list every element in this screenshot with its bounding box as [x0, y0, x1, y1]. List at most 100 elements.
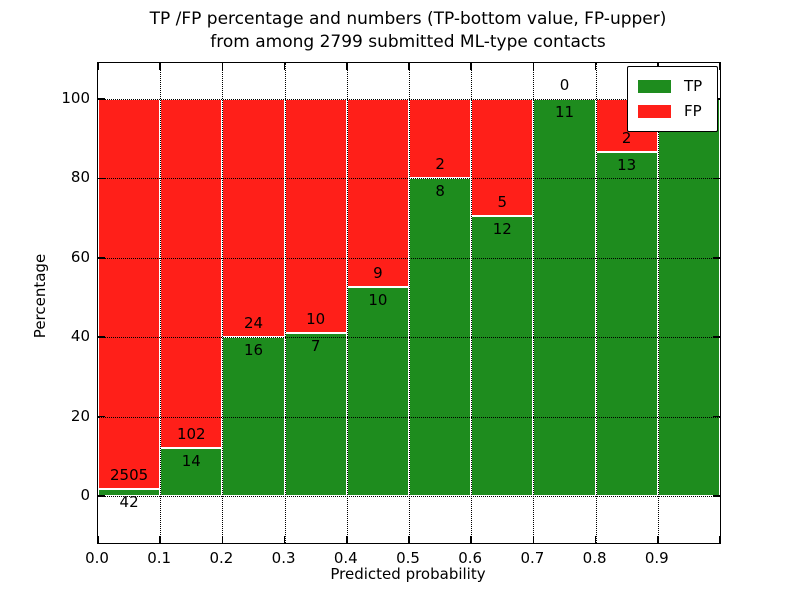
x-tick-label-0.9: 0.9: [644, 549, 669, 567]
y-axis-label: Percentage: [31, 253, 49, 339]
x-tick-top-10: [719, 63, 721, 70]
bar-label-fp-6: 5: [497, 192, 508, 211]
chart-title-line1: TP /FP percentage and numbers (TP-bottom…: [149, 9, 667, 29]
bar-label-tp-8: 13: [617, 155, 637, 174]
chart-title-line2: from among 2799 submitted ML-type contac…: [210, 32, 606, 52]
x-tick-top-5: [408, 63, 410, 70]
vgridline-7: [533, 63, 535, 543]
hgridline-40: [98, 337, 720, 339]
bar-segment-fp-4: [346, 99, 409, 288]
x-tick-label-0.4: 0.4: [333, 549, 358, 567]
bar-segment-tp-4: [346, 287, 409, 496]
legend-label-fp: FP: [684, 102, 702, 120]
bar-label-fp-8: 2: [621, 128, 632, 147]
x-tick-bottom-8: [594, 536, 597, 543]
x-tick-label-0.1: 0.1: [147, 549, 172, 567]
vgridline-9: [657, 63, 659, 543]
y-tick-label-100: 100: [61, 89, 90, 107]
bar-label-fp-1: 102: [176, 425, 206, 444]
plot-area: 2505421021424161079102851201121307: [97, 62, 721, 544]
y-tick-right-20: [713, 415, 720, 418]
y-tick-left-40: [98, 336, 105, 338]
y-tick-left-20: [98, 415, 105, 418]
hgridline-20: [98, 416, 720, 418]
x-tick-top-4: [346, 63, 348, 70]
vgridline-1: [160, 63, 162, 543]
bar-label-tp-5: 8: [435, 182, 445, 201]
bar-label-fp-0: 2505: [110, 466, 149, 485]
bar-label-tp-3: 7: [310, 336, 321, 355]
bar-segment-tp-3: [284, 332, 347, 496]
hgridline-100: [98, 99, 720, 100]
bar-label-fp-5: 2: [435, 155, 445, 174]
x-tick-label-0.6: 0.6: [458, 549, 483, 567]
bar-label-tp-6: 12: [492, 219, 512, 238]
x-axis-label: Predicted probability: [330, 565, 486, 583]
legend-row-tp: TP: [638, 74, 708, 99]
bar-label-tp-4: 10: [368, 291, 388, 310]
y-tick-label-0: 0: [80, 486, 90, 504]
x-tick-label-0.7: 0.7: [520, 549, 545, 567]
bar-segment-tp-7: [533, 99, 596, 496]
legend-swatch-tp: [638, 80, 671, 93]
legend-row-fp: FP: [638, 99, 708, 124]
y-tick-right-60: [713, 257, 720, 259]
x-tick-top-1: [159, 63, 161, 70]
hgridline-80: [98, 178, 720, 180]
bar-segment-tp-9: [657, 99, 720, 496]
vgridline-3: [284, 63, 286, 543]
y-tick-left-80: [98, 177, 105, 180]
y-tick-left-100: [98, 98, 105, 100]
bar-label-fp-2: 24: [243, 314, 264, 333]
bar-label-tp-2: 16: [243, 341, 264, 360]
vgridline-6: [471, 63, 473, 543]
bar-label-tp-1: 14: [181, 452, 201, 471]
x-tick-label-0.3: 0.3: [271, 549, 296, 567]
hgridline-60: [98, 257, 720, 259]
y-tick-right-40: [713, 336, 720, 338]
legend-swatch-fp: [638, 105, 671, 118]
y-tick-left-60: [98, 257, 105, 259]
x-tick-label-0.5: 0.5: [396, 549, 420, 567]
bar-segment-fp-1: [160, 99, 223, 449]
x-tick-label-0.2: 0.2: [209, 549, 234, 567]
x-tick-top-6: [470, 63, 472, 70]
legend: TP FP: [627, 66, 718, 132]
bar-segment-fp-0: [98, 99, 161, 490]
x-tick-bottom-2: [221, 536, 224, 543]
y-tick-right-80: [713, 177, 720, 180]
y-tick-label-80: 80: [70, 168, 90, 187]
vgridline-4: [346, 63, 348, 543]
x-tick-label-0.0: 0.0: [85, 549, 109, 567]
x-tick-top-2: [221, 63, 224, 70]
x-tick-bottom-4: [346, 536, 348, 543]
bar-label-tp-0: 42: [119, 493, 139, 512]
legend-label-tp: TP: [684, 77, 703, 95]
x-tick-bottom-7: [532, 536, 535, 543]
vgridline-5: [409, 63, 410, 543]
x-tick-top-3: [283, 63, 286, 70]
x-tick-top-7: [532, 63, 535, 70]
x-tick-bottom-10: [719, 536, 721, 543]
bar-segment-tp-1: [160, 448, 223, 496]
vgridline-8: [595, 63, 597, 543]
y-tick-left-0: [98, 495, 105, 497]
x-tick-label-0.8: 0.8: [582, 549, 607, 567]
bar-segment-tp-0: [98, 489, 161, 496]
bar-segment-fp-6: [471, 99, 534, 216]
x-tick-bottom-6: [470, 536, 472, 543]
y-tick-label-20: 20: [70, 406, 90, 425]
vgridline-2: [222, 63, 224, 543]
y-tick-right-0: [713, 495, 720, 497]
hgridline-0: [98, 496, 720, 497]
x-tick-top-8: [594, 63, 597, 70]
y-tick-label-60: 60: [70, 247, 90, 266]
x-tick-bottom-5: [408, 536, 410, 543]
bar-label-fp-3: 10: [306, 309, 326, 328]
bar-label-tp-7: 11: [554, 103, 575, 121]
bar-segment-tp-8: [595, 151, 658, 496]
bar-segment-fp-5: [409, 99, 472, 179]
bar-segment-fp-2: [222, 99, 285, 338]
y-tick-label-40: 40: [70, 327, 90, 346]
